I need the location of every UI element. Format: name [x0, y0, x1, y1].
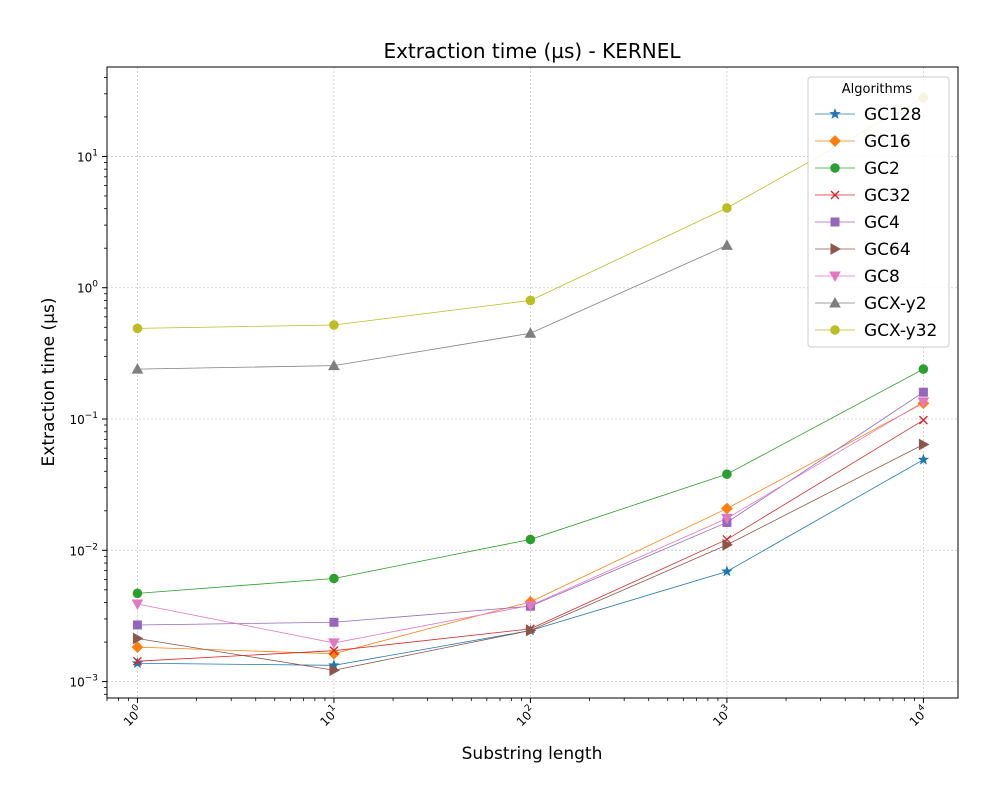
data-point: [721, 565, 733, 577]
data-point: [525, 624, 537, 637]
data-point: [830, 190, 840, 200]
legend-entry-label: GC4: [864, 213, 900, 233]
legend-entry-label: GC128: [864, 105, 922, 125]
y-tick-label-exponent: −1: [85, 411, 98, 421]
data-point: [329, 664, 340, 677]
legend-entry-label: GCX-y32: [864, 321, 937, 341]
y-axis-label: Extraction time (µs): [39, 298, 59, 467]
data-point: [917, 397, 930, 408]
series-markers: [131, 92, 930, 677]
series-line: [137, 245, 728, 370]
data-point: [721, 239, 733, 250]
data-point: [917, 453, 930, 465]
data-point: [829, 135, 841, 147]
data-point: [721, 513, 733, 525]
y-tick-label-exponent: 0: [92, 280, 98, 290]
x-tick-label-exponent: 0: [130, 703, 141, 714]
data-point: [131, 363, 144, 374]
data-point: [524, 600, 537, 612]
y-tick-label-exponent: −3: [85, 674, 98, 684]
x-tick-label-exponent: 1: [327, 703, 338, 714]
y-tick-label-exponent: 1: [92, 148, 98, 158]
data-point: [328, 647, 340, 660]
data-point: [132, 656, 142, 666]
data-point: [131, 641, 144, 654]
data-point: [132, 588, 143, 599]
data-point: [525, 534, 536, 545]
data-point: [722, 203, 732, 213]
data-point: [830, 163, 840, 173]
data-point: [722, 469, 732, 479]
x-tick-label-exponent: 3: [720, 703, 731, 714]
data-point: [525, 295, 536, 306]
y-tick-label-exponent: −2: [85, 542, 98, 552]
data-point: [829, 271, 841, 283]
data-point: [132, 323, 143, 334]
data-point: [918, 364, 929, 374]
chart-title: Extraction time (µs) - KERNEL: [383, 39, 681, 63]
data-point: [830, 325, 840, 335]
plot-area-frame: [106, 66, 959, 699]
data-point: [524, 327, 537, 338]
data-point: [721, 502, 733, 515]
data-point: [918, 438, 930, 451]
data-point: [830, 243, 842, 255]
data-point: [328, 638, 340, 649]
data-point: [829, 107, 841, 119]
data-point: [329, 646, 339, 656]
data-point: [722, 539, 733, 551]
data-point: [329, 617, 339, 627]
x-tick-label-exponent: 4: [916, 703, 927, 714]
legend-title: Algorithms: [842, 82, 913, 97]
legend-entry-label: GC8: [864, 267, 900, 287]
data-point: [918, 387, 928, 397]
legend-entry-label: GC16: [864, 132, 911, 152]
data-point: [918, 415, 928, 425]
data-point: [131, 657, 144, 669]
legend-entry-label: GC32: [864, 186, 911, 206]
data-point: [132, 632, 144, 645]
data-point: [131, 599, 144, 611]
legend-entry-label: GC64: [864, 240, 911, 260]
legend-entry-label: GCX-y2: [864, 294, 927, 314]
data-point: [329, 320, 339, 330]
data-point: [329, 573, 339, 584]
legend-entry-label: GC2: [864, 159, 900, 179]
x-axis-label: Substring length: [462, 744, 603, 764]
legend: Algorithms GC128 GC16 GC2 GC32 GC4 GC64 GC8 GCX-…: [807, 76, 950, 348]
data-point: [830, 217, 840, 227]
x-tick-label-exponent: 2: [523, 703, 534, 714]
data-point: [829, 296, 841, 308]
data-point: [328, 359, 340, 371]
data-point: [132, 620, 142, 630]
legend-box: [807, 76, 950, 348]
